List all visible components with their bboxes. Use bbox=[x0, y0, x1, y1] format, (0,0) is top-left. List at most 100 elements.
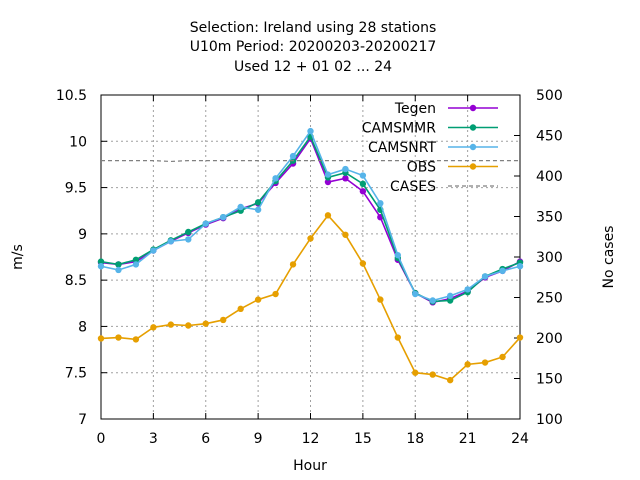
x-tick-label: 18 bbox=[406, 431, 424, 447]
data-point bbox=[481, 359, 489, 366]
data-point bbox=[394, 334, 401, 341]
legend-label: CAMSMMR bbox=[362, 121, 436, 137]
data-point bbox=[324, 178, 332, 186]
data-point bbox=[132, 336, 140, 343]
data-point bbox=[202, 320, 209, 327]
data-point bbox=[429, 297, 436, 304]
x-tick-label: 9 bbox=[254, 431, 263, 447]
y2-tick-label: 100 bbox=[536, 412, 563, 428]
data-point bbox=[97, 258, 105, 265]
data-point bbox=[342, 175, 349, 182]
data-point bbox=[185, 228, 192, 236]
data-point bbox=[499, 267, 506, 275]
ticks: 0 3 6 9 12 15 18 21 24 7 7.5 8 8.5 9 9.5 10 10.5 100 150 20… bbox=[56, 88, 563, 447]
data-point bbox=[429, 371, 436, 378]
data-point bbox=[446, 292, 454, 300]
data-point bbox=[359, 260, 367, 267]
data-point bbox=[446, 297, 454, 304]
data-point bbox=[97, 335, 105, 342]
x-tick-label: 15 bbox=[354, 431, 372, 447]
y2-tick-label: 500 bbox=[536, 88, 563, 104]
data-point bbox=[220, 213, 227, 221]
chart-title-line-3: Used 12 + 01 02 ... 24 bbox=[234, 59, 392, 75]
data-point bbox=[412, 290, 419, 298]
data-point bbox=[359, 180, 367, 188]
data-point bbox=[377, 296, 384, 303]
y2-tick-label: 400 bbox=[536, 169, 563, 185]
data-point bbox=[254, 199, 262, 206]
data-point bbox=[464, 286, 471, 293]
x-tick-label: 12 bbox=[302, 431, 320, 447]
data-point bbox=[115, 334, 122, 341]
data-point bbox=[499, 353, 506, 361]
y-tick-label: 8.5 bbox=[65, 273, 87, 289]
chart-title-line-2: U10m Period: 20200203-20200217 bbox=[190, 39, 437, 55]
y2-tick-label: 350 bbox=[536, 210, 563, 226]
data-point bbox=[377, 200, 384, 207]
y2-tick-label: 250 bbox=[536, 291, 563, 307]
x-tick-label: 6 bbox=[201, 431, 210, 447]
legend-label: CAMSNRT bbox=[368, 140, 437, 156]
x-tick-label: 21 bbox=[459, 431, 477, 447]
data-point bbox=[307, 235, 314, 242]
data-point bbox=[150, 247, 157, 254]
y-tick-label: 9.5 bbox=[65, 181, 87, 197]
data-point bbox=[464, 361, 471, 368]
y-tick-label: 7 bbox=[78, 412, 87, 428]
data-point bbox=[115, 261, 122, 268]
data-point bbox=[132, 261, 140, 268]
data-point bbox=[324, 171, 332, 178]
x-tick-label: 24 bbox=[511, 431, 529, 447]
y2-tick-label: 150 bbox=[536, 372, 563, 388]
data-point bbox=[97, 263, 105, 270]
data-point bbox=[446, 376, 454, 384]
y-tick-label: 9 bbox=[78, 227, 87, 243]
data-point bbox=[412, 369, 419, 376]
y2-tick-label: 300 bbox=[536, 250, 563, 266]
y2-tick-label: 450 bbox=[536, 129, 563, 145]
y-axis-label: m/s bbox=[10, 244, 26, 270]
y2-tick-label: 200 bbox=[536, 331, 563, 347]
data-point bbox=[132, 256, 140, 263]
y2-axis-label: No cases bbox=[601, 226, 617, 289]
data-point bbox=[254, 296, 262, 303]
data-point bbox=[202, 220, 209, 227]
y-tick-label: 10 bbox=[69, 134, 87, 150]
data-point bbox=[307, 127, 314, 135]
legend-marker bbox=[469, 143, 477, 151]
data-point bbox=[289, 152, 297, 160]
y-tick-label: 8 bbox=[78, 319, 87, 335]
data-point bbox=[272, 290, 279, 298]
series-camsmmr bbox=[97, 133, 524, 305]
legend-label: Tegen bbox=[394, 101, 436, 117]
data-point bbox=[394, 251, 401, 259]
data-point bbox=[167, 238, 175, 245]
legend: Tegen CAMSMMR CAMSNRT OBS CASES bbox=[362, 101, 498, 195]
data-point bbox=[516, 263, 524, 270]
x-tick-label: 3 bbox=[149, 431, 158, 447]
data-point bbox=[167, 321, 175, 328]
data-point bbox=[272, 175, 279, 182]
data-point bbox=[220, 316, 227, 324]
data-point bbox=[481, 273, 489, 280]
y-tick-label: 7.5 bbox=[65, 366, 87, 382]
data-point bbox=[185, 236, 192, 243]
data-point bbox=[237, 203, 244, 211]
data-point bbox=[185, 322, 192, 329]
series-layer bbox=[97, 127, 524, 384]
legend-marker bbox=[469, 124, 477, 131]
data-point bbox=[324, 212, 332, 219]
grid bbox=[101, 95, 520, 419]
legend-marker bbox=[469, 104, 477, 112]
data-point bbox=[289, 261, 297, 268]
series-camsnrt bbox=[97, 127, 524, 304]
chart-title-line-1: Selection: Ireland using 28 stations bbox=[190, 20, 437, 36]
data-point bbox=[342, 165, 349, 173]
series-obs bbox=[97, 212, 524, 384]
y-tick-label: 10.5 bbox=[56, 88, 87, 104]
legend-label: OBS bbox=[407, 160, 436, 176]
data-point bbox=[516, 334, 524, 341]
data-point bbox=[254, 206, 262, 213]
data-point bbox=[359, 172, 367, 179]
